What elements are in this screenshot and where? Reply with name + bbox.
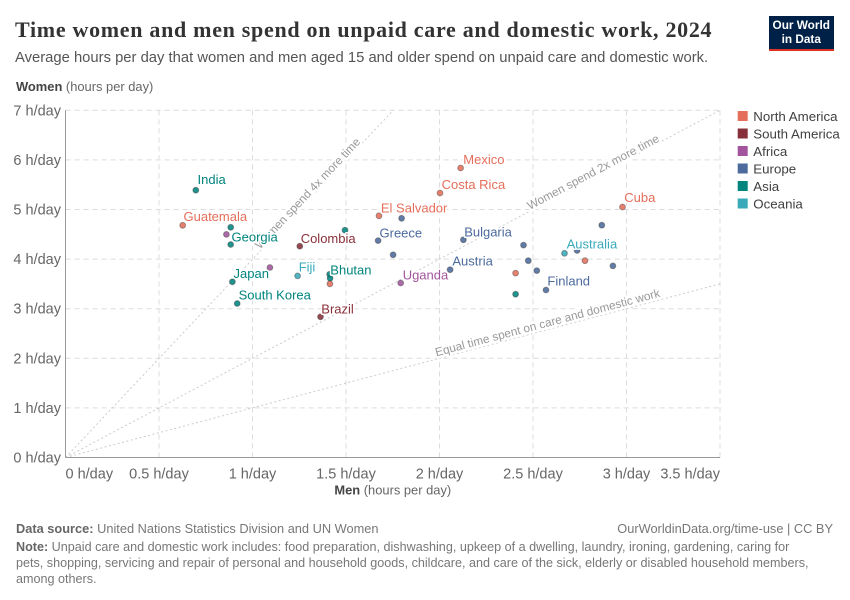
svg-text:Greece: Greece [380, 226, 423, 241]
svg-text:3.5 h/day: 3.5 h/day [660, 467, 720, 483]
svg-text:Equal time spent on care and d: Equal time spent on care and domestic wo… [434, 286, 662, 359]
svg-text:Asia: Asia [753, 179, 779, 194]
svg-text:1.5 h/day: 1.5 h/day [316, 467, 376, 483]
svg-text:Bhutan: Bhutan [330, 263, 371, 278]
svg-text:7 h/day: 7 h/day [13, 103, 61, 119]
svg-text:Men (hours per day): Men (hours per day) [334, 483, 451, 498]
svg-text:El Salvador: El Salvador [381, 201, 448, 216]
svg-text:Costa Rica: Costa Rica [442, 177, 506, 192]
svg-text:6 h/day: 6 h/day [13, 153, 61, 169]
svg-text:North America: North America [753, 109, 838, 124]
svg-text:South Korea: South Korea [239, 288, 312, 303]
svg-text:Georgia: Georgia [232, 230, 279, 245]
svg-text:Uganda: Uganda [403, 268, 449, 283]
svg-text:Colombia: Colombia [301, 231, 357, 246]
svg-text:4 h/day: 4 h/day [13, 252, 61, 268]
svg-text:Austria: Austria [452, 254, 493, 269]
svg-text:Guatemala: Guatemala [184, 209, 248, 224]
svg-text:2 h/day: 2 h/day [416, 467, 464, 483]
svg-text:India: India [198, 172, 227, 187]
svg-text:Australia: Australia [567, 237, 618, 252]
svg-text:Fiji: Fiji [299, 260, 316, 275]
svg-text:3 h/day: 3 h/day [13, 302, 61, 318]
svg-text:0 h/day: 0 h/day [13, 451, 61, 467]
svg-text:Oceania: Oceania [753, 197, 803, 212]
svg-text:Mexico: Mexico [463, 152, 504, 167]
svg-text:2.5 h/day: 2.5 h/day [503, 467, 563, 483]
svg-text:3 h/day: 3 h/day [603, 467, 651, 483]
svg-text:5 h/day: 5 h/day [13, 203, 61, 219]
svg-text:2 h/day: 2 h/day [13, 351, 61, 367]
svg-text:1 h/day: 1 h/day [229, 467, 277, 483]
svg-text:Cuba: Cuba [624, 190, 656, 205]
svg-text:Bulgaria: Bulgaria [464, 225, 512, 240]
svg-text:Europe: Europe [753, 162, 796, 177]
svg-text:Women (hours per day): Women (hours per day) [16, 79, 153, 94]
svg-text:South America: South America [753, 127, 840, 142]
svg-text:Africa: Africa [753, 144, 788, 159]
svg-text:Finland: Finland [547, 274, 590, 289]
svg-text:0 h/day: 0 h/day [66, 467, 114, 483]
svg-text:0.5 h/day: 0.5 h/day [129, 467, 189, 483]
svg-text:1 h/day: 1 h/day [13, 401, 61, 417]
svg-text:Brazil: Brazil [321, 302, 354, 317]
svg-text:Japan: Japan [234, 266, 269, 281]
